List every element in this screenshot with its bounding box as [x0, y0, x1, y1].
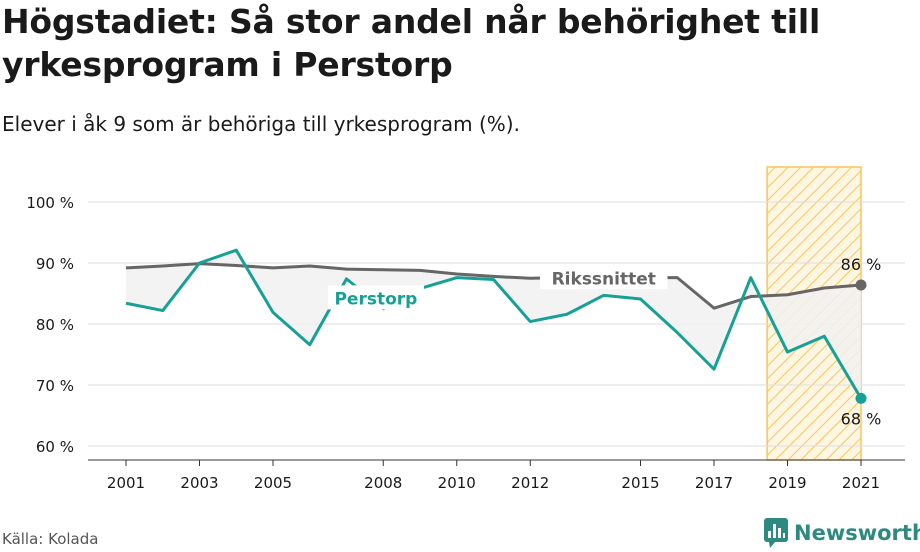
newsworthy-logo[interactable]: Newsworthy [764, 518, 920, 548]
y-tick-label: 100 % [26, 194, 74, 212]
x-tick-label: 2010 [438, 474, 476, 492]
x-tick-label: 2008 [364, 474, 402, 492]
chart-title: Högstadiet: Så stor andel når behörighet… [2, 2, 821, 84]
chart-bars-icon [764, 518, 788, 548]
series-line-perstorp [125, 248, 863, 400]
gap-area [126, 250, 861, 399]
y-tick-label: 70 % [36, 377, 74, 395]
chart-subtitle: Elever i åk 9 som är behöriga till yrkes… [2, 112, 520, 136]
end-label-perstorp: 68 % [841, 409, 882, 428]
x-tick-label: 2015 [621, 474, 659, 492]
y-tick-label: 90 % [36, 255, 74, 273]
y-tick-label: 80 % [36, 316, 74, 334]
y-tick-label: 60 % [36, 438, 74, 456]
x-tick-label: 2012 [511, 474, 549, 492]
series-label-rikssnittet-bg [540, 265, 668, 290]
source-note: Källa: Kolada [2, 530, 99, 548]
series-label-perstorp-bg [327, 285, 424, 310]
x-tick-label: 2003 [180, 474, 218, 492]
x-tick-label: 2005 [254, 474, 292, 492]
x-tick-label: 2021 [842, 474, 880, 492]
x-tick-label: 2019 [768, 474, 806, 492]
x-tick-label: 2017 [695, 474, 733, 492]
brand-name: Newsworthy [794, 521, 920, 545]
end-label-rikssnittet: 86 % [841, 255, 882, 274]
series-label-perstorp: Perstorp [334, 289, 417, 309]
endpoint-rikssnittet [855, 279, 867, 291]
endpoint-perstorp [855, 392, 867, 404]
series-line-rikssnittet [125, 262, 862, 310]
series-label-rikssnittet: Rikssnittet [552, 269, 656, 289]
x-tick-label: 2001 [107, 474, 145, 492]
